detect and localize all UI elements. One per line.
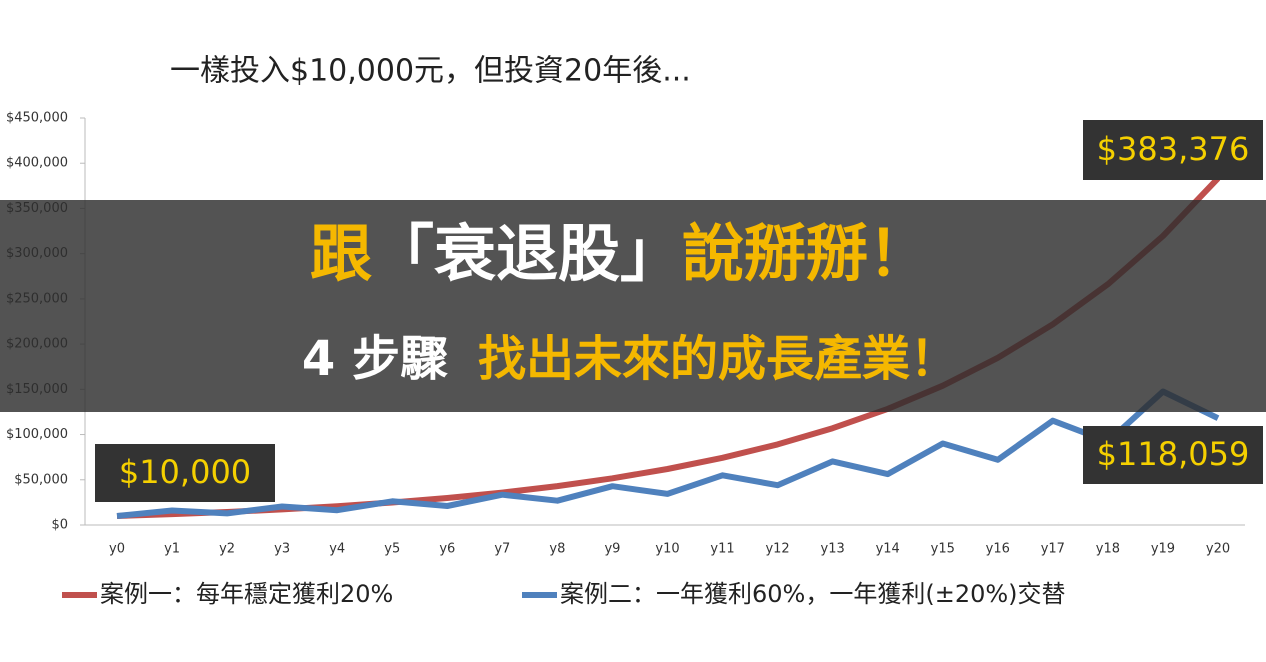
y-tick-label: $100,000 [6,427,68,442]
annotation-box [1083,120,1263,180]
x-tick-label: y13 [821,542,845,557]
legend-label: 案例一：每年穩定獲利20% [100,580,393,608]
x-tick-label: y20 [1206,542,1230,557]
legend-label: 案例二：一年獲利60%，一年獲利(±20%)交替 [560,580,1066,608]
y-tick-label: $0 [51,518,68,533]
annotation-box [1083,426,1263,484]
y-tick-label: $400,000 [6,156,68,171]
x-tick-label: y10 [655,542,679,557]
banner [0,200,1266,412]
x-tick-label: y3 [274,542,290,557]
banner-line2: 4 步驟 找出未來的成長產業！ [302,331,958,387]
x-tick-label: y19 [1151,542,1175,557]
annotation: $383,376 [1097,130,1250,168]
x-tick-label: y16 [986,542,1010,557]
x-tick-label: y0 [109,542,125,557]
x-tick-label: y8 [549,542,565,557]
banner-line1: 跟「衰退股」說掰掰！ [310,217,930,290]
x-tick-label: y11 [710,542,734,557]
y-tick-label: $450,000 [6,111,68,126]
x-tick-label: y5 [384,542,400,557]
annotation: $10,000 [119,453,251,491]
x-tick-label: y15 [931,542,955,557]
x-tick-label: y7 [494,542,510,557]
x-tick-label: y6 [439,542,455,557]
y-tick-label: $50,000 [14,472,68,487]
x-tick-label: y4 [329,542,345,557]
annotation: $118,059 [1097,435,1250,473]
chart-title: 一樣投入$10,000元，但投資20年後... [170,54,691,89]
annotation-box [95,444,275,502]
line [116,388,1220,519]
x-tick-label: y1 [164,542,180,557]
x-tick-label: y12 [765,542,789,557]
x-tick-label: y9 [604,542,620,557]
x-tick-label: y17 [1041,542,1065,557]
x-tick-label: y2 [219,542,235,557]
x-tick-label: y18 [1096,542,1120,557]
x-tick-label: y14 [876,542,900,557]
